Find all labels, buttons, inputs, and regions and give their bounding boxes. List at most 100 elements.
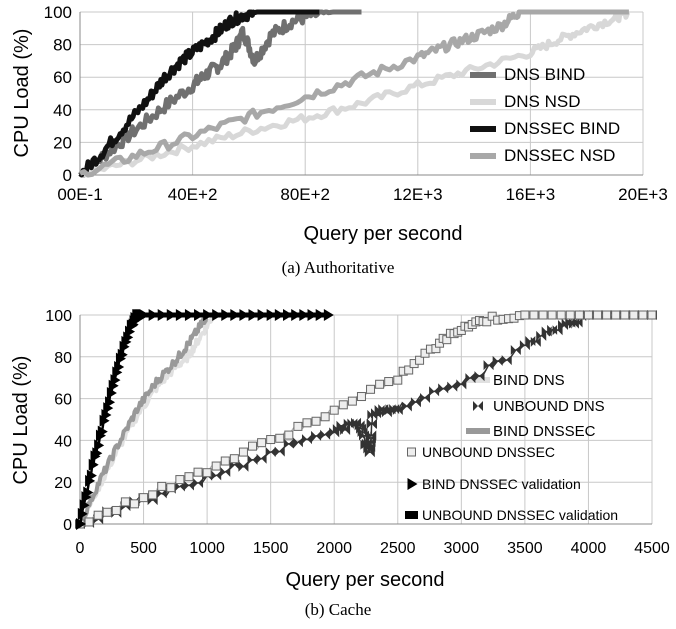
data-point xyxy=(538,310,548,320)
data-point xyxy=(105,396,116,409)
y-tick-label: 20 xyxy=(54,475,72,492)
legend-label: BIND DNSSEC xyxy=(493,423,596,440)
legend-label: DNSSEC BIND xyxy=(504,119,620,138)
data-point xyxy=(530,336,541,347)
data-point xyxy=(329,405,339,415)
chart-caption: (a) Authoritative xyxy=(282,258,395,277)
data-point xyxy=(175,475,185,485)
data-point xyxy=(157,481,167,491)
data-point xyxy=(247,454,258,465)
data-point xyxy=(120,497,130,507)
data-point xyxy=(593,310,603,320)
data-point xyxy=(302,418,312,428)
y-tick-label: 0 xyxy=(63,166,72,185)
data-point xyxy=(501,355,512,366)
y-tick-label: 0 xyxy=(63,517,72,534)
data-point xyxy=(129,499,139,509)
y-tick-label: 20 xyxy=(53,133,72,152)
data-point xyxy=(415,355,425,365)
legend-label: UNBOUND DNSSEC xyxy=(422,444,555,460)
data-point xyxy=(111,505,121,515)
x-tick-label: 16E+3 xyxy=(506,185,556,204)
data-point xyxy=(404,365,414,375)
data-point xyxy=(572,317,583,328)
x-tick-label: 4500 xyxy=(634,540,670,557)
data-point xyxy=(193,478,204,489)
data-point xyxy=(611,310,621,320)
data-point xyxy=(583,310,593,320)
legend-label: BIND DNS xyxy=(493,372,565,389)
data-point xyxy=(474,371,485,382)
x-tick-label: 3500 xyxy=(507,540,543,557)
legend-swatch xyxy=(473,401,483,411)
data-point xyxy=(220,456,230,466)
series-line xyxy=(78,9,629,178)
data-point xyxy=(323,309,334,321)
x-tick-label: 2000 xyxy=(316,540,352,557)
data-point xyxy=(638,310,648,320)
data-point xyxy=(347,396,357,406)
data-point xyxy=(401,401,412,412)
series-line xyxy=(78,9,320,178)
data-point xyxy=(356,392,366,402)
x-axis-label: Query per second xyxy=(286,569,445,591)
data-point xyxy=(338,400,348,410)
data-point xyxy=(292,437,303,448)
legend-label: DNS NSD xyxy=(504,92,581,111)
chart-caption: (b) Cache xyxy=(305,600,372,619)
data-point xyxy=(366,430,377,441)
data-point xyxy=(102,507,112,517)
data-point xyxy=(283,438,294,449)
data-point xyxy=(429,386,440,397)
data-point xyxy=(410,397,421,408)
legend-swatch xyxy=(407,478,418,490)
x-tick-label: 4000 xyxy=(571,540,607,557)
y-tick-label: 60 xyxy=(53,68,72,87)
x-tick-label: 80E+2 xyxy=(280,185,330,204)
data-point xyxy=(148,490,158,500)
data-point xyxy=(84,517,94,527)
data-point xyxy=(257,438,267,448)
data-point xyxy=(238,461,249,472)
y-tick-label: 80 xyxy=(53,36,72,55)
series-line xyxy=(78,9,631,178)
data-point xyxy=(166,483,176,493)
x-tick-label: 500 xyxy=(130,540,157,557)
data-point xyxy=(465,373,476,384)
series-bind-dns xyxy=(78,313,328,526)
data-point xyxy=(510,345,521,356)
data-point xyxy=(97,425,108,438)
data-point xyxy=(375,379,385,389)
x-tick-label: 40E+2 xyxy=(168,185,218,204)
legend-swatch xyxy=(407,447,416,457)
data-point xyxy=(139,493,149,503)
y-axis-label: CPU Load (%) xyxy=(10,356,32,485)
data-point xyxy=(94,439,105,452)
x-tick-label: 12E+3 xyxy=(393,185,443,204)
legend-label: DNSSEC NSD xyxy=(504,146,615,165)
data-point xyxy=(183,480,194,491)
data-point xyxy=(420,392,431,403)
legend-label: BIND DNSSEC validation xyxy=(422,476,581,492)
data-point xyxy=(320,412,330,422)
data-point xyxy=(229,454,239,464)
series-dnssec-bind xyxy=(78,9,320,178)
data-point xyxy=(211,470,222,481)
data-point xyxy=(93,510,103,520)
data-point xyxy=(301,434,312,445)
y-tick-label: 100 xyxy=(44,3,72,22)
y-tick-label: 100 xyxy=(45,308,72,325)
series-bind-dnssec xyxy=(78,313,328,525)
y-tick-label: 40 xyxy=(53,101,72,120)
data-point xyxy=(86,469,97,482)
data-point xyxy=(574,310,584,320)
data-point xyxy=(211,461,221,471)
y-tick-label: 80 xyxy=(54,350,72,367)
data-point xyxy=(620,310,630,320)
data-point xyxy=(366,384,376,394)
data-point xyxy=(483,360,494,371)
data-point xyxy=(311,416,321,426)
series-unbound-dns xyxy=(75,310,657,529)
data-point xyxy=(202,468,212,478)
